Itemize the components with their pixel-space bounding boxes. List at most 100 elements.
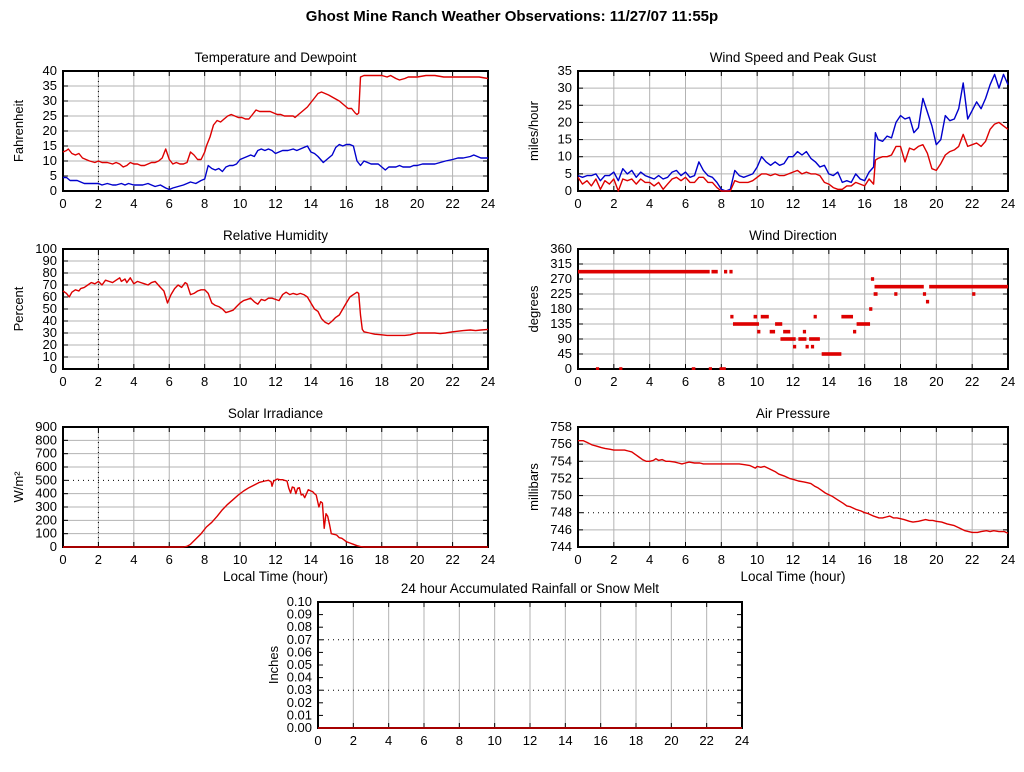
svg-text:12: 12 <box>523 733 537 748</box>
svg-text:0: 0 <box>50 183 57 198</box>
svg-text:24 hour Accumulated Rainfall o: 24 hour Accumulated Rainfall or Snow Mel… <box>401 581 659 596</box>
svg-text:0: 0 <box>50 539 57 554</box>
svg-text:20: 20 <box>929 196 943 211</box>
svg-text:Wind Speed and Peak Gust: Wind Speed and Peak Gust <box>710 50 877 65</box>
svg-text:16: 16 <box>339 196 353 211</box>
wind-direction-plot: 0 2 4 6 8 10 12 14 16 18 20 22 240459013518022527031… <box>526 228 1015 389</box>
svg-text:700: 700 <box>35 446 57 461</box>
svg-text:6: 6 <box>682 196 689 211</box>
svg-text:Air Pressure: Air Pressure <box>756 406 830 421</box>
svg-text:millibars: millibars <box>526 463 541 511</box>
svg-text:16: 16 <box>857 196 871 211</box>
svg-text:0.01: 0.01 <box>287 707 312 722</box>
solar-irradiance-plot: 0 2 4 6 8 10 12 14 16 18 20 22 240100200300400500600… <box>11 406 495 584</box>
svg-text:20: 20 <box>929 374 943 389</box>
svg-text:14: 14 <box>304 374 318 389</box>
svg-text:748: 748 <box>550 505 572 520</box>
svg-text:6: 6 <box>166 374 173 389</box>
svg-text:10: 10 <box>750 552 764 567</box>
svg-text:10: 10 <box>233 196 247 211</box>
svg-text:Inches: Inches <box>266 645 281 684</box>
chart-relative-humidity: 0 2 4 6 8 10 12 14 16 18 20 22 24 0 10 20 30 40 50 60 70 80 90… <box>5 222 504 413</box>
svg-text:22: 22 <box>699 733 713 748</box>
svg-text:10: 10 <box>487 733 501 748</box>
air-pressure-plot: 0 2 4 6 8 10 12 14 16 18 20 22 247447467487507527547… <box>526 406 1015 584</box>
svg-text:24: 24 <box>1001 552 1015 567</box>
svg-text:14: 14 <box>304 196 318 211</box>
svg-text:225: 225 <box>550 286 572 301</box>
svg-text:Fahrenheit: Fahrenheit <box>11 100 26 163</box>
svg-text:200: 200 <box>35 512 57 527</box>
svg-text:0: 0 <box>574 196 581 211</box>
svg-text:30: 30 <box>43 325 57 340</box>
svg-text:0.07: 0.07 <box>287 632 312 647</box>
temperature-dewpoint-plot: 0 2 4 6 8 10 12 14 16 18 20 22 240510152025303540Tem… <box>11 50 495 211</box>
svg-text:5: 5 <box>565 166 572 181</box>
svg-text:25: 25 <box>558 97 572 112</box>
svg-text:25: 25 <box>43 108 57 123</box>
svg-text:22: 22 <box>965 552 979 567</box>
svg-text:24: 24 <box>481 374 495 389</box>
svg-text:8: 8 <box>201 374 208 389</box>
svg-text:2: 2 <box>95 552 102 567</box>
svg-text:900: 900 <box>35 419 57 434</box>
svg-text:4: 4 <box>130 552 137 567</box>
svg-text:744: 744 <box>550 539 572 554</box>
svg-text:16: 16 <box>593 733 607 748</box>
svg-text:24: 24 <box>481 196 495 211</box>
svg-text:4: 4 <box>130 196 137 211</box>
svg-text:40: 40 <box>43 63 57 78</box>
svg-text:24: 24 <box>735 733 749 748</box>
svg-text:Solar Irradiance: Solar Irradiance <box>228 406 323 421</box>
svg-text:22: 22 <box>965 374 979 389</box>
svg-text:15: 15 <box>43 138 57 153</box>
svg-text:16: 16 <box>857 552 871 567</box>
svg-text:752: 752 <box>550 470 572 485</box>
svg-text:0: 0 <box>565 361 572 376</box>
svg-text:4: 4 <box>646 552 653 567</box>
svg-text:0.00: 0.00 <box>287 720 312 735</box>
svg-text:20: 20 <box>43 123 57 138</box>
svg-text:8: 8 <box>718 374 725 389</box>
svg-text:4: 4 <box>130 374 137 389</box>
svg-text:22: 22 <box>445 196 459 211</box>
svg-text:Wind Direction: Wind Direction <box>749 228 837 243</box>
svg-text:18: 18 <box>375 374 389 389</box>
svg-text:4: 4 <box>646 196 653 211</box>
svg-text:12: 12 <box>786 374 800 389</box>
svg-text:12: 12 <box>268 374 282 389</box>
svg-text:24: 24 <box>1001 196 1015 211</box>
svg-text:30: 30 <box>558 80 572 95</box>
svg-text:0: 0 <box>574 552 581 567</box>
svg-text:10: 10 <box>233 552 247 567</box>
svg-text:18: 18 <box>629 733 643 748</box>
svg-text:14: 14 <box>822 552 836 567</box>
svg-text:0: 0 <box>50 361 57 376</box>
svg-text:0.10: 0.10 <box>287 594 312 609</box>
svg-text:miles/hour: miles/hour <box>526 100 541 161</box>
svg-text:2: 2 <box>95 196 102 211</box>
svg-text:Relative Humidity: Relative Humidity <box>223 228 328 243</box>
svg-text:15: 15 <box>558 132 572 147</box>
svg-text:Local Time (hour): Local Time (hour) <box>740 569 845 584</box>
svg-text:W/m²: W/m² <box>11 471 26 503</box>
svg-text:8: 8 <box>201 552 208 567</box>
svg-text:0.05: 0.05 <box>287 657 312 672</box>
svg-text:8: 8 <box>456 733 463 748</box>
svg-text:45: 45 <box>558 346 572 361</box>
svg-text:18: 18 <box>893 196 907 211</box>
svg-text:8: 8 <box>718 196 725 211</box>
chart-air-pressure: 0 2 4 6 8 10 12 14 16 18 20 22 24 744 746 748 750 752 754 7… <box>520 400 1024 591</box>
svg-text:758: 758 <box>550 419 572 434</box>
svg-text:0: 0 <box>574 374 581 389</box>
svg-text:360: 360 <box>550 241 572 256</box>
svg-text:30: 30 <box>43 93 57 108</box>
svg-text:8: 8 <box>201 196 208 211</box>
svg-text:12: 12 <box>268 552 282 567</box>
svg-text:6: 6 <box>166 552 173 567</box>
svg-text:6: 6 <box>420 733 427 748</box>
svg-text:400: 400 <box>35 486 57 501</box>
svg-text:100: 100 <box>35 241 57 256</box>
svg-text:10: 10 <box>233 374 247 389</box>
svg-text:14: 14 <box>822 374 836 389</box>
